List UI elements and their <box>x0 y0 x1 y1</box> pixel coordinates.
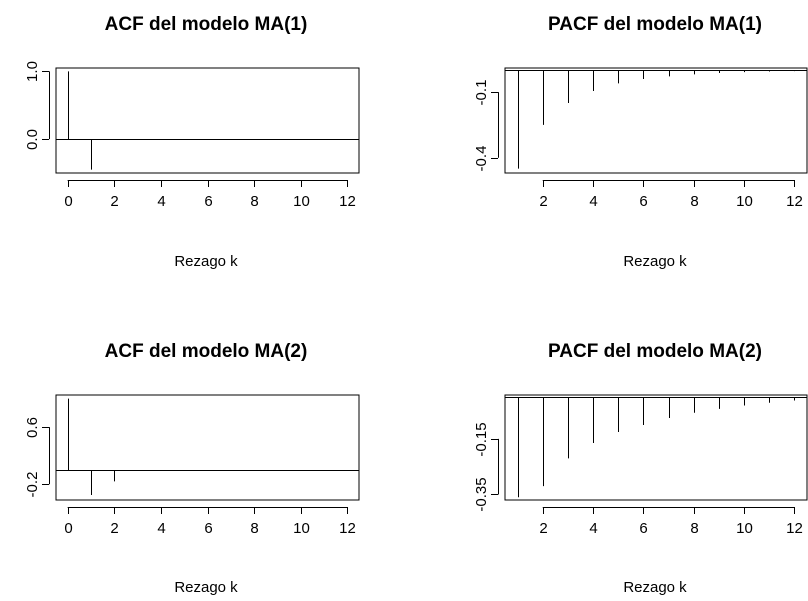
acf-ma2-x-tick-label-0: 0 <box>64 520 72 537</box>
pacf-ma1-x-tick-label-2: 2 <box>539 193 547 210</box>
acf-ma1-panel: ACF del modelo MA(1) 0 2 4 6 8 10 12 0.0 1.0 Re… <box>24 14 360 270</box>
pacf-ma2-x-tick-label-2: 2 <box>539 520 547 537</box>
pacf-ma2-x-tick-label-10: 10 <box>736 520 753 537</box>
acf-ma2-title: ACF del modelo MA(2) <box>105 341 308 362</box>
pacf-ma2-y-tick-label-0: -0.15 <box>473 422 490 456</box>
pacf-ma1-y-tick-label-1: -0.4 <box>473 146 490 172</box>
pacf-ma1-x-label: Rezago k <box>623 253 687 270</box>
acf-ma1-x-tick-label-0: 0 <box>64 193 72 210</box>
acf-ma2-panel: ACF del modelo MA(2) 0 2 4 6 8 10 12 -0.2 0.6 R… <box>24 341 360 596</box>
acf-ma1-y-tick-label-0: 0.0 <box>24 129 41 150</box>
pacf-ma1-y-tick-label-0: -0.1 <box>473 80 490 106</box>
pacf-ma2-x-axis: 2 4 6 8 10 12 <box>539 507 803 537</box>
acf-ma2-x-tick-label-2: 2 <box>110 520 118 537</box>
acf-ma2-y-tick-label-1: 0.6 <box>24 417 41 438</box>
acf-ma1-title: ACF del modelo MA(1) <box>105 14 308 35</box>
acf-ma1-x-tick-label-6: 6 <box>204 193 212 210</box>
acf-ma2-x-label: Rezago k <box>174 579 238 596</box>
acf-ma1-x-tick-label-8: 8 <box>250 193 258 210</box>
acf-ma1-y-axis: 0.0 1.0 <box>24 61 50 150</box>
acf-ma1-x-label: Rezago k <box>174 253 238 270</box>
pacf-ma1-x-tick-label-4: 4 <box>589 193 597 210</box>
pacf-ma2-x-tick-label-8: 8 <box>690 520 698 537</box>
pacf-ma2-panel: PACF del modelo MA(2) 2 4 6 8 10 12 -0.15 -0.3… <box>473 341 808 596</box>
acf-ma2-x-tick-label-10: 10 <box>293 520 310 537</box>
acf-ma2-y-tick-label-0: -0.2 <box>24 472 41 498</box>
pacf-ma2-marks <box>505 397 807 498</box>
acf-ma2-x-tick-label-6: 6 <box>204 520 212 537</box>
pacf-ma1-plot-frame <box>504 67 808 174</box>
acf-ma2-y-axis: -0.2 0.6 <box>24 417 50 497</box>
pacf-ma1-marks <box>505 70 807 169</box>
pacf-ma2-x-tick-label-4: 4 <box>589 520 597 537</box>
acf-ma1-x-tick-label-2: 2 <box>110 193 118 210</box>
acf-ma1-x-tick-label-10: 10 <box>293 193 310 210</box>
pacf-ma2-y-tick-label-1: -0.35 <box>473 477 490 511</box>
pacf-ma1-x-tick-label-6: 6 <box>639 193 647 210</box>
pacf-ma2-x-label: Rezago k <box>623 579 687 596</box>
acf-ma2-x-tick-label-4: 4 <box>157 520 165 537</box>
acf-ma1-marks <box>56 71 359 170</box>
pacf-ma2-y-axis: -0.15 -0.35 <box>473 422 499 512</box>
pacf-ma1-y-axis: -0.1 -0.4 <box>473 80 499 172</box>
acf-ma1-x-tick-label-4: 4 <box>157 193 165 210</box>
acf-ma2-x-axis: 0 2 4 6 8 10 12 <box>64 507 356 537</box>
acf-ma2-marks <box>56 398 359 495</box>
pacf-ma1-x-tick-label-8: 8 <box>690 193 698 210</box>
pacf-ma1-title: PACF del modelo MA(1) <box>548 14 762 35</box>
acf-ma1-y-tick-label-1: 1.0 <box>24 61 41 82</box>
pacf-ma1-x-tick-label-12: 12 <box>786 193 803 210</box>
pacf-ma2-x-tick-label-6: 6 <box>639 520 647 537</box>
acf-ma2-x-tick-label-8: 8 <box>250 520 258 537</box>
acf-ma2-x-tick-label-12: 12 <box>339 520 356 537</box>
acf-ma2-plot-frame <box>55 394 360 501</box>
pacf-ma2-plot-frame <box>504 394 808 501</box>
acf-ma1-x-axis: 0 2 4 6 8 10 12 <box>64 180 356 210</box>
pacf-ma2-title: PACF del modelo MA(2) <box>548 341 762 362</box>
pacf-ma1-x-tick-label-10: 10 <box>736 193 753 210</box>
acf-ma1-x-tick-label-12: 12 <box>339 193 356 210</box>
pacf-ma1-panel: PACF del modelo MA(1) 2 4 6 8 10 12 -0.1-0.4 … <box>473 14 808 270</box>
acf-ma1-plot-frame <box>55 67 360 174</box>
pacf-ma1-x-axis: 2 4 6 8 10 12 <box>539 180 803 210</box>
pacf-ma2-x-tick-label-12: 12 <box>786 520 803 537</box>
